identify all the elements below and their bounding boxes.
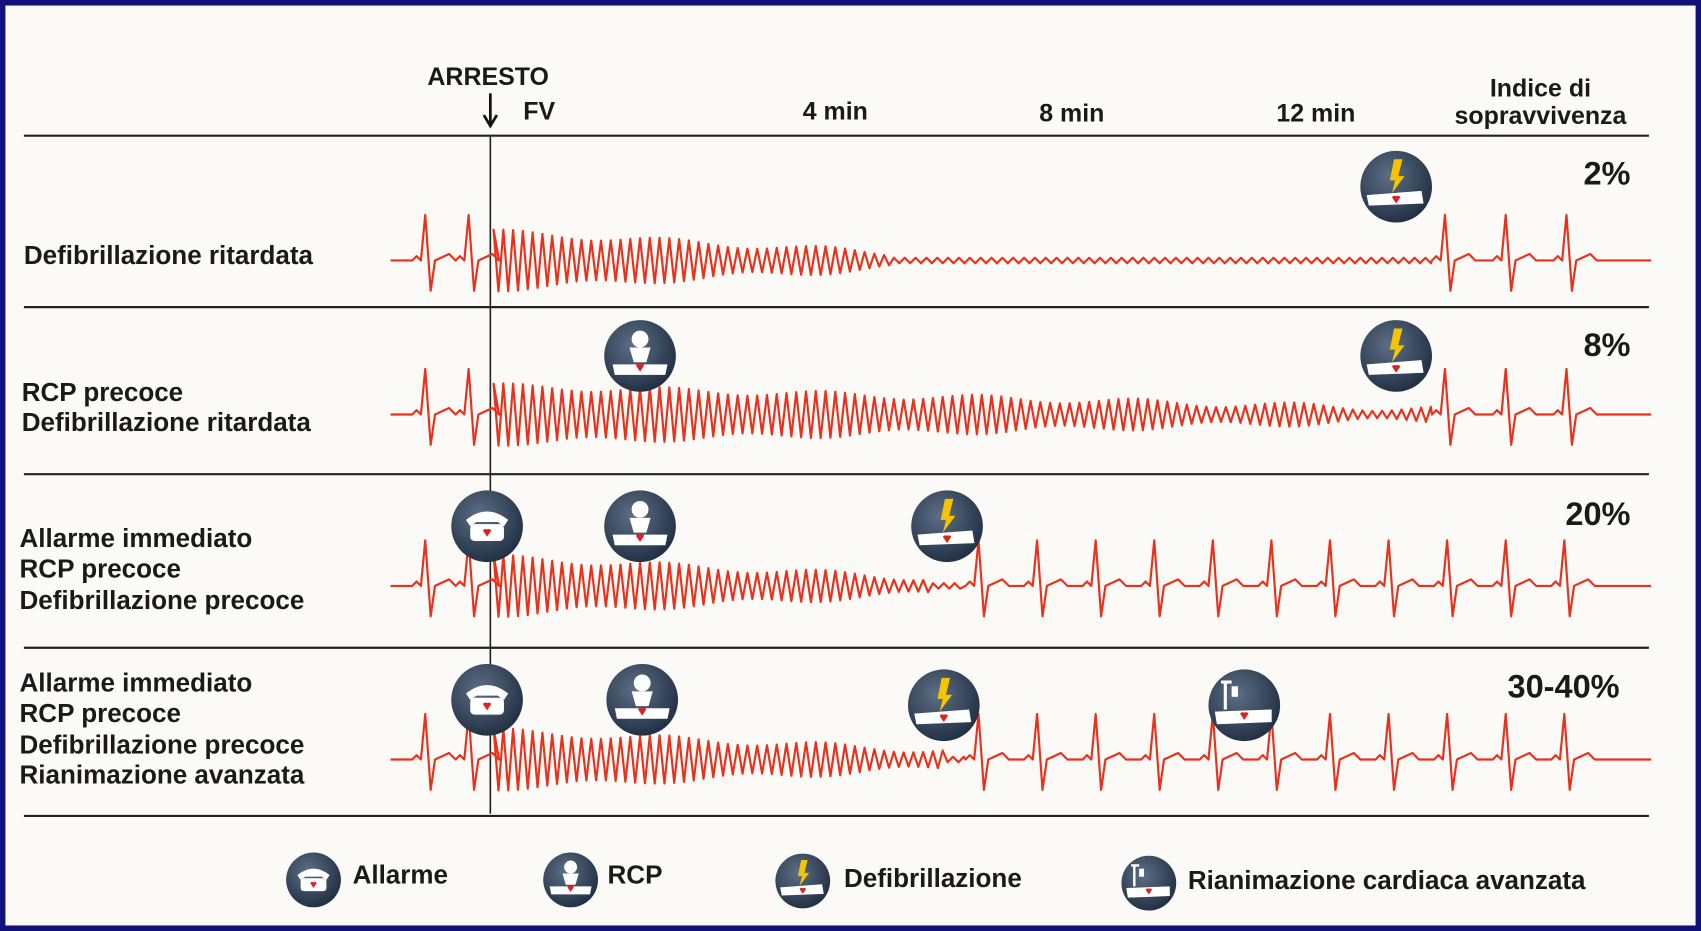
survival-rate: 2% [1583,155,1630,191]
fv-label: FV [523,98,555,126]
row-label: Rianimazione avanzata [20,760,305,790]
row-label: Defibrillazione precoce [20,585,305,615]
legend-icon [1121,856,1176,911]
row-label: RCP precoce [20,698,181,728]
icon-rcp [606,664,678,736]
row-label: RCP precoce [20,554,181,584]
icon-phone [451,490,523,562]
legend-icon [543,853,598,908]
legend-label: RCP [608,860,663,890]
icon-defib [908,669,980,741]
time-label: 8 min [1039,100,1104,128]
row-label: Allarme immediato [20,523,253,553]
icon-phone [451,664,523,736]
row-label: Defibrillazione precoce [20,729,305,759]
icon-rcp [604,490,676,562]
diagram: ARRESTO FV 4 min 8 min 12 min Indice di … [0,0,1701,931]
time-label: 12 min [1276,100,1355,128]
icon-als [1208,669,1280,741]
icon-defib [911,490,983,562]
row-label: Defibrillazione ritardata [22,407,312,437]
survival-title: sopravvivenza [1455,102,1628,130]
legend-label: Allarme [353,860,448,890]
legend-icon [775,854,830,909]
icon-rcp [604,320,676,392]
icon-defib [1360,151,1432,223]
row-label: Allarme immediato [20,668,253,698]
icon-defib [1360,320,1432,392]
arrest-label: ARRESTO [427,63,548,91]
legend-icon [286,853,341,908]
time-label: 4 min [803,98,868,126]
page: {"header": {"arrest": "ARRESTO", "fv": "… [0,0,1701,931]
survival-rate: 8% [1583,327,1630,363]
survival-rate: 30-40% [1507,669,1619,705]
legend-label: Defibrillazione [844,863,1022,893]
survival-title: Indice di [1490,75,1591,103]
legend-label: Rianimazione cardiaca avanzata [1188,865,1586,895]
survival-rate: 20% [1565,496,1630,532]
row-label: RCP precoce [22,377,183,407]
row-label: Defibrillazione ritardata [24,240,314,270]
